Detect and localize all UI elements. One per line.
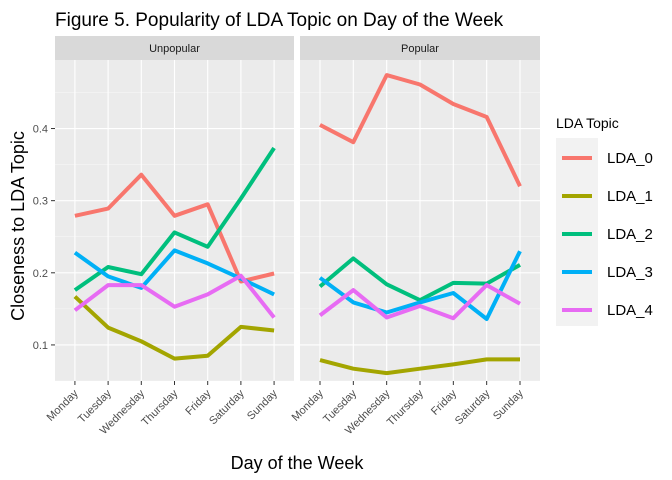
y-tick-label: 0.3 bbox=[33, 196, 48, 208]
x-tick-label: Monday bbox=[290, 387, 327, 424]
x-tick-label: Friday bbox=[183, 387, 213, 417]
legend-title: LDA Topic bbox=[556, 115, 619, 131]
facet-strip bbox=[300, 36, 540, 60]
legend-label: LDA_0 bbox=[607, 150, 653, 167]
legend-label: LDA_3 bbox=[607, 264, 653, 281]
chart-title: Figure 5. Popularity of LDA Topic on Day… bbox=[55, 10, 504, 31]
x-tick-label: Saturday bbox=[207, 387, 247, 427]
series-line-lda-1 bbox=[73, 295, 275, 361]
y-axis: 0.1 0.2 0.3 0.4 bbox=[33, 124, 55, 352]
legend-item-lda-2: LDA_2 bbox=[562, 226, 653, 243]
series-line-lda-1 bbox=[319, 357, 520, 376]
y-tick-label: 0.4 bbox=[33, 124, 48, 136]
facet-strip-label: Popular bbox=[401, 43, 439, 55]
facet-strip bbox=[55, 36, 294, 60]
legend-label: LDA_1 bbox=[607, 188, 653, 205]
x-tick-label: Thursday bbox=[385, 387, 426, 428]
series-line-lda-2 bbox=[73, 146, 276, 292]
series-line-lda-4 bbox=[73, 273, 276, 319]
x-tick-label: Saturday bbox=[453, 387, 493, 427]
series-line-lda-0 bbox=[74, 172, 275, 284]
x-tick-label: Sunday bbox=[245, 387, 280, 422]
x-tick-label: Sunday bbox=[491, 387, 526, 422]
series-line-lda-4 bbox=[318, 283, 521, 321]
legend-items: LDA_0 LDA_1 LDA_2 LDA_3 LDA_4 bbox=[562, 150, 653, 319]
x-axis-title: Day of the Week bbox=[231, 453, 365, 473]
legend-item-lda-1: LDA_1 bbox=[562, 188, 653, 205]
x-tick-label: Thursday bbox=[139, 387, 180, 428]
x-tick-label: Friday bbox=[429, 387, 459, 417]
y-tick-label: 0.1 bbox=[33, 340, 48, 352]
legend-label: LDA_2 bbox=[607, 226, 653, 243]
legend-item-lda-0: LDA_0 bbox=[562, 150, 653, 167]
legend-item-lda-4: LDA_4 bbox=[562, 302, 653, 319]
series-line-lda-0 bbox=[319, 73, 522, 188]
facet-strip-label: Unpopular bbox=[149, 43, 200, 55]
y-axis-title: Closeness to LDA Topic bbox=[8, 131, 28, 321]
legend: LDA Topic LDA_0 LDA_1 LDA_2 LDA_3 LDA_4 bbox=[556, 115, 653, 326]
legend-label: LDA_4 bbox=[607, 302, 653, 319]
x-tick-label: Monday bbox=[45, 387, 82, 424]
series-line-lda-3 bbox=[318, 250, 522, 321]
legend-item-lda-3: LDA_3 bbox=[562, 264, 653, 281]
y-tick-label: 0.2 bbox=[33, 268, 48, 280]
